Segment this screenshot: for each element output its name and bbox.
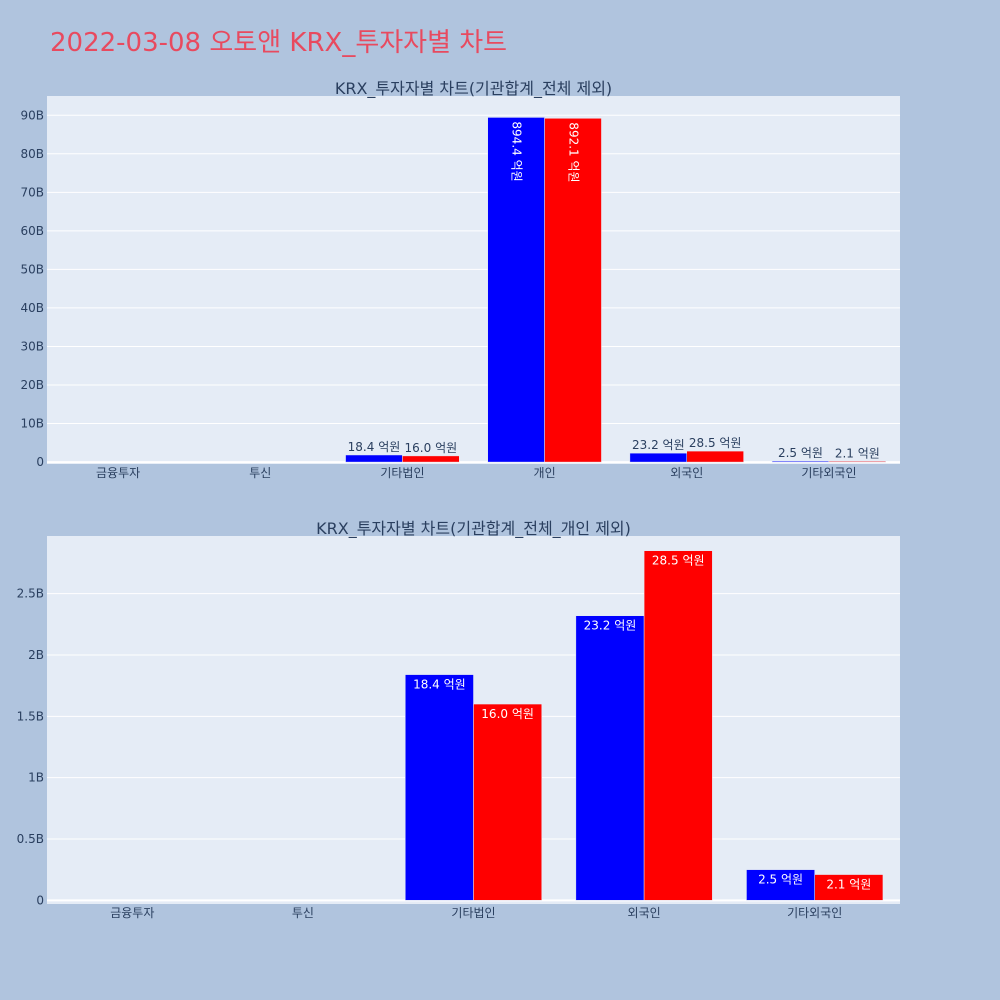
data-label: 2.5 억원 [758,873,803,887]
y-tick-label: 80B [20,147,44,161]
y-tick-label: 70B [20,185,44,199]
y-tick-label: 2B [28,648,44,662]
x-tick-label: 개인 [534,466,556,480]
y-tick-label: 90B [20,108,44,122]
y-tick-label: 30B [20,339,44,353]
bar [402,455,460,463]
y-tick-label: 60B [20,224,44,238]
data-label: 28.5 억원 [689,436,742,450]
bar [814,874,884,901]
bar [544,118,602,463]
chart-title: KRX_투자자별 차트(기관합계_전체 제외) [335,79,612,99]
x-tick-label: 금융투자 [96,466,140,480]
y-tick-label: 40B [20,301,44,315]
x-tick-label: 기타외국인 [801,466,856,480]
y-tick-label: 1.5B [17,709,44,723]
bar [487,117,545,463]
data-label: 892.1 억원 [567,122,581,182]
chart-excluding-institutions-and-individuals: 0 0.5B 1B 1.5B 2B 2.5B KRX_투자자별 차트(기관합계_전체_개인 … [17,519,900,920]
x-tick-label: 기타법인 [380,466,424,480]
y-tick-label: 1B [28,771,44,785]
x-tick-label: 기타법인 [451,906,495,920]
bar [686,450,744,463]
data-label: 16.0 억원 [405,441,458,455]
chart-excluding-institutions: 0 10B 20B 30B 40B 50B 60B 70B 80B 90B KRX_투자자별 차트(… [20,79,900,480]
data-label: 23.2 억원 [584,619,637,633]
plot-area [47,96,900,464]
y-tick-label: 10B [20,417,44,431]
bar [405,674,474,901]
data-label: 18.4 억원 [413,678,466,692]
bar [828,461,887,463]
data-label: 894.4 억원 [510,121,524,181]
data-label: 23.2 억원 [632,438,685,452]
y-tick-label: 0 [36,893,44,907]
y-tick-label: 0 [36,455,44,469]
x-tick-label: 금융투자 [110,906,154,920]
page-title: 2022-03-08 오토앤 KRX_투자자별 차트 [50,28,508,58]
x-tick-label: 외국인 [628,906,661,920]
y-tick-label: 50B [20,262,44,276]
y-tick-label: 0.5B [17,832,44,846]
data-label: 16.0 억원 [481,707,534,721]
x-tick-label: 기타외국인 [787,906,842,920]
data-label: 2.5 억원 [778,446,823,460]
y-tick-label: 2.5B [17,587,44,601]
bar [575,615,645,901]
data-label: 2.1 억원 [826,878,871,892]
data-label: 28.5 억원 [652,554,705,568]
bar [643,550,713,901]
x-tick-label: 투신 [249,466,271,480]
y-tick-label: 20B [20,378,44,392]
x-tick-label: 투신 [292,906,314,920]
data-label: 18.4 억원 [348,440,401,454]
x-tick-label: 외국인 [670,466,703,480]
chart-title: KRX_투자자별 차트(기관합계_전체_개인 제외) [316,519,631,539]
data-label: 2.1 억원 [835,446,880,460]
bar [473,703,542,901]
